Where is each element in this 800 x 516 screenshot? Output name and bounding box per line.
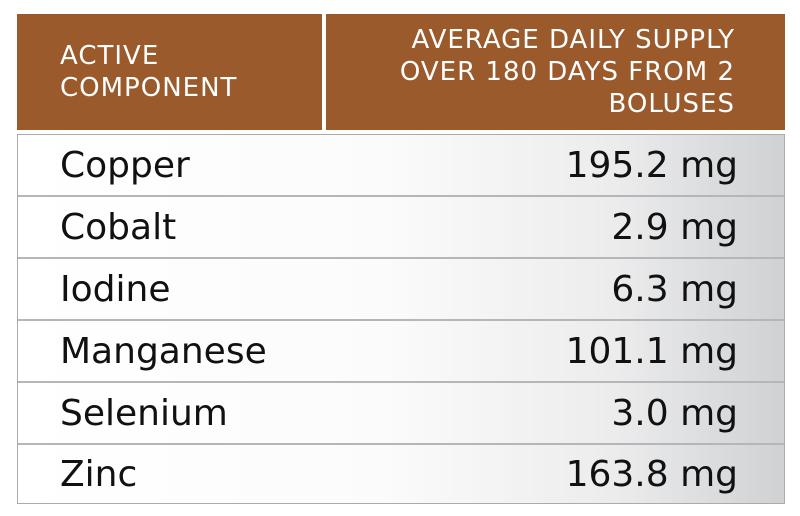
daily-supply-value: 6.3 mg: [611, 268, 738, 310]
component-name: Cobalt: [60, 206, 177, 248]
header-average-daily-supply-line-2: OVER 180 DAYS FROM 2: [399, 57, 735, 87]
table-row: Copper 195.2 mg: [18, 135, 784, 197]
table-body: Copper 195.2 mg Cobalt 2.9 mg Iodine 6.3…: [17, 134, 785, 504]
daily-supply-value: 163.8 mg: [565, 453, 738, 495]
table-row: Zinc 163.8 mg: [18, 445, 784, 503]
table-row: Manganese 101.1 mg: [18, 321, 784, 383]
header-divider: [322, 14, 326, 130]
table-row: Iodine 6.3 mg: [18, 259, 784, 321]
supplement-table: ACTIVE COMPONENT AVERAGE DAILY SUPPLY OV…: [17, 14, 785, 504]
component-name: Zinc: [60, 453, 138, 495]
daily-supply-value: 2.9 mg: [611, 206, 738, 248]
header-average-daily-supply-line-3: BOLUSES: [608, 89, 735, 119]
table-row: Selenium 3.0 mg: [18, 383, 784, 445]
header-average-daily-supply-line-1: AVERAGE DAILY SUPPLY: [411, 25, 735, 55]
header-active-component-line-2: COMPONENT: [60, 73, 238, 103]
component-name: Manganese: [60, 330, 267, 372]
daily-supply-value: 101.1 mg: [565, 330, 738, 372]
header-active-component: ACTIVE COMPONENT: [60, 14, 315, 130]
table-row: Cobalt 2.9 mg: [18, 197, 784, 259]
header-active-component-line-1: ACTIVE: [60, 41, 160, 71]
table-header: ACTIVE COMPONENT AVERAGE DAILY SUPPLY OV…: [17, 14, 785, 130]
header-average-daily-supply: AVERAGE DAILY SUPPLY OVER 180 DAYS FROM …: [337, 14, 735, 130]
component-name: Copper: [60, 144, 190, 186]
component-name: Selenium: [60, 392, 228, 434]
component-name: Iodine: [60, 268, 171, 310]
daily-supply-value: 195.2 mg: [565, 144, 738, 186]
daily-supply-value: 3.0 mg: [611, 392, 738, 434]
